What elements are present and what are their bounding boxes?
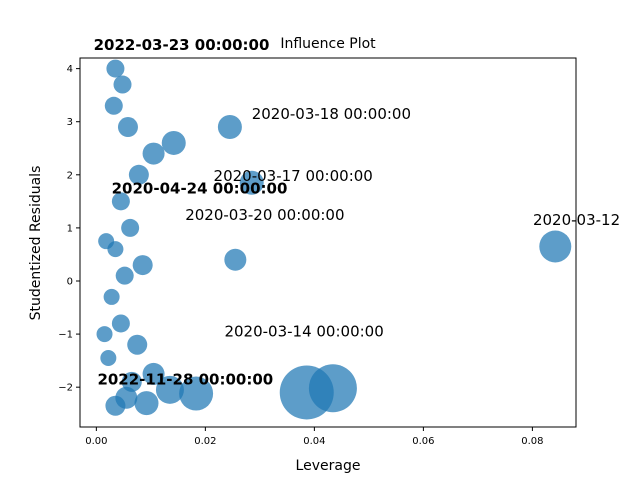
x-tick-label-4: 0.08: [521, 436, 543, 447]
y-axis-label: Studentized Residuals: [28, 166, 44, 321]
data-point-8: [121, 371, 142, 392]
point-annotation-7: 2020-03-14 00:00:00: [224, 323, 383, 341]
point-annotation-5: 2020-03-20 00:00:00: [185, 206, 344, 224]
x-axis-label: Leverage: [296, 458, 361, 474]
point-annotation-0: 2020-03-12: [533, 211, 620, 229]
y-axis-ticks: −2 −1 0 1 2 3 4: [58, 64, 80, 394]
scatter-points: [96, 59, 572, 420]
point-annotation-3: 2020-03-17 00:00:00: [214, 167, 373, 185]
data-point-22: [104, 96, 123, 115]
point-annotation-1: 2022-03-23 00:00:00: [94, 36, 270, 54]
data-point-0: [539, 230, 572, 263]
data-point-20: [161, 130, 186, 155]
y-tick-label-4: 2: [67, 170, 73, 181]
plot-area-frame: [79, 57, 577, 428]
x-tick-label-1: 0.02: [194, 436, 216, 447]
x-tick-label-0: 0.00: [85, 436, 107, 447]
data-point-23: [113, 75, 132, 94]
data-point-17: [111, 192, 130, 211]
data-point-9: [142, 362, 165, 385]
data-point-19: [142, 142, 165, 165]
data-point-26: [239, 170, 264, 195]
data-point-28: [100, 349, 117, 366]
data-point-29: [98, 233, 115, 250]
data-point-5: [134, 391, 159, 416]
point-annotation-2: 2020-03-18 00:00:00: [252, 105, 411, 123]
data-point-27: [224, 248, 247, 271]
data-point-4: [155, 375, 184, 404]
data-point-16: [121, 218, 140, 237]
x-tick-label-3: 0.06: [412, 436, 434, 447]
y-tick-label-0: −2: [58, 383, 73, 394]
x-axis-ticks: 0.00 0.02 0.04 0.06 0.08: [85, 427, 544, 447]
data-point-14: [132, 255, 153, 276]
point-annotation-4: 2020-04-24 00:00:00: [112, 179, 288, 197]
y-tick-label-6: 4: [67, 64, 73, 75]
data-point-12: [103, 288, 120, 305]
point-annotation-6: 2022-11-28 00:00:00: [97, 371, 273, 389]
y-tick-label-5: 3: [67, 117, 73, 128]
y-tick-label-2: 0: [67, 276, 73, 287]
y-tick-label-1: −1: [58, 330, 73, 341]
y-tick-label-3: 1: [67, 223, 73, 234]
data-point-21: [117, 117, 138, 138]
point-annotations: 2020-03-12 2022-03-23 00:00:00 2020-03-18 …: [94, 36, 621, 388]
data-point-30: [96, 326, 113, 343]
data-point-13: [115, 266, 134, 285]
data-point-24: [106, 59, 125, 78]
x-tick-label-2: 0.04: [303, 436, 325, 447]
data-point-18: [128, 164, 149, 185]
data-point-7: [105, 395, 126, 416]
chart-title: Influence Plot: [280, 36, 376, 52]
data-point-25: [217, 115, 242, 140]
data-point-3: [179, 376, 214, 411]
data-point-2: [308, 364, 357, 413]
data-point-11: [111, 314, 130, 333]
data-point-10: [127, 334, 148, 355]
